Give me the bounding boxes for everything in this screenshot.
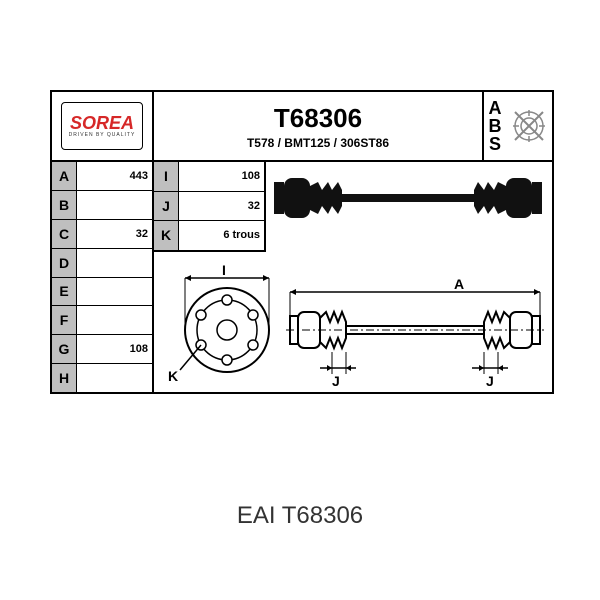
spec-val xyxy=(77,249,152,277)
dim-label-J2: J xyxy=(486,373,494,389)
abs-s: S xyxy=(489,135,501,153)
abs-icon xyxy=(506,92,552,160)
spec-val: 6 trous xyxy=(179,221,264,250)
abs-a: A xyxy=(489,99,502,117)
spec-val xyxy=(77,191,152,219)
spec-key: I xyxy=(154,162,179,191)
spec-row: D xyxy=(52,249,152,278)
spec-val: 108 xyxy=(77,335,152,363)
spec-table-left: A443 B C32 D E F G108 H xyxy=(52,162,154,392)
spec-key: H xyxy=(52,364,77,392)
spec-key: J xyxy=(154,192,179,221)
illustration-area: I108 J32 K6 trous xyxy=(154,162,552,392)
spec-key: K xyxy=(154,221,179,250)
spec-row: H xyxy=(52,364,152,392)
caption: EAI T68306 xyxy=(237,502,363,530)
spec-row: F xyxy=(52,306,152,335)
logo-cell: SOREA DRIVEN BY QUALITY xyxy=(52,92,154,160)
brand-name: SOREA xyxy=(70,114,134,132)
body-row: A443 B C32 D E F G108 H I108 J32 K6 trou… xyxy=(52,162,552,392)
spec-key: A xyxy=(52,162,77,190)
shaft-schematic-icon xyxy=(286,282,544,382)
dim-label-K: K xyxy=(168,368,178,384)
abs-b: B xyxy=(489,117,502,135)
dim-label-J: J xyxy=(332,373,340,389)
spec-key: D xyxy=(52,249,77,277)
spec-val xyxy=(77,306,152,334)
spec-val: 32 xyxy=(179,192,264,221)
dim-label-A: A xyxy=(454,276,464,292)
spec-row: B xyxy=(52,191,152,220)
spec-key: E xyxy=(52,278,77,306)
spec-key: F xyxy=(52,306,77,334)
spec-row: I108 xyxy=(154,162,264,192)
spec-diagram: SOREA DRIVEN BY QUALITY T68306 T578 / BM… xyxy=(50,90,554,394)
spec-row: A443 xyxy=(52,162,152,191)
spec-key: G xyxy=(52,335,77,363)
part-number: T68306 xyxy=(274,103,362,134)
spec-key: C xyxy=(52,220,77,248)
part-cross-ref: T578 / BMT125 / 306ST86 xyxy=(247,136,389,150)
spec-row: K6 trous xyxy=(154,221,264,250)
spec-val: 32 xyxy=(77,220,152,248)
spec-val: 443 xyxy=(77,162,152,190)
spec-row: G108 xyxy=(52,335,152,364)
abs-label: A B S xyxy=(484,92,506,160)
spec-table-inner: I108 J32 K6 trous xyxy=(154,162,266,252)
spec-row: E xyxy=(52,278,152,307)
flange-icon xyxy=(172,270,282,380)
brand-tagline: DRIVEN BY QUALITY xyxy=(69,132,136,138)
spec-val xyxy=(77,278,152,306)
spec-row: J32 xyxy=(154,192,264,222)
spec-row: C32 xyxy=(52,220,152,249)
dim-label-I: I xyxy=(222,262,226,278)
spec-key: B xyxy=(52,191,77,219)
spec-val xyxy=(77,364,152,392)
title-cell: T68306 T578 / BMT125 / 306ST86 xyxy=(154,92,484,160)
header-row: SOREA DRIVEN BY QUALITY T68306 T578 / BM… xyxy=(52,92,552,162)
spec-val: 108 xyxy=(179,162,264,191)
abs-cell: A B S xyxy=(484,92,552,160)
brand-logo: SOREA DRIVEN BY QUALITY xyxy=(61,102,143,150)
shaft-top-icon xyxy=(272,168,544,228)
